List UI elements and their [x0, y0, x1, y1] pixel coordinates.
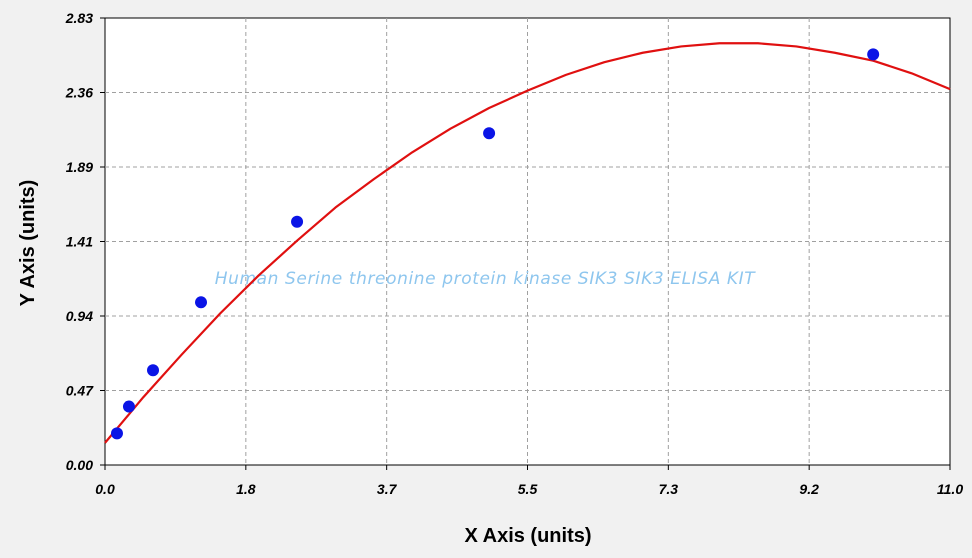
data-points-layer: [110, 48, 880, 440]
x-tick-label: 1.8: [236, 481, 256, 497]
y-tick-label: 1.41: [66, 234, 93, 250]
y-tick-label: 0.47: [66, 383, 94, 399]
fit-curve: [104, 42, 951, 444]
y-axis-title: Y Axis (units): [17, 180, 39, 307]
data-point: [291, 215, 304, 228]
data-point: [483, 127, 496, 140]
data-point: [147, 364, 160, 377]
x-tick-label: 7.3: [659, 481, 679, 497]
x-axis-title: X Axis (units): [464, 525, 591, 547]
watermark-annotation: Human Serine threonine protein kinase SI…: [215, 269, 757, 289]
data-point: [122, 400, 135, 413]
x-tick-label: 11.0: [937, 481, 963, 497]
data-point: [195, 296, 208, 309]
data-point: [110, 427, 123, 440]
axis-ticks: 0.0 1.8 3.7 5.5 7.3 9.2 11.0 0.00 0.47 0.94 1.41 1.…: [65, 10, 964, 497]
y-tick-label: 0.00: [66, 457, 93, 473]
x-tick-label: 5.5: [518, 481, 538, 497]
x-tick-label: 0.0: [95, 481, 115, 497]
grid: [105, 18, 950, 465]
x-tick-label: 3.7: [377, 481, 398, 497]
y-tick-label: 2.36: [65, 85, 93, 101]
y-tick-label: 0.94: [66, 308, 93, 324]
y-tick-label: 2.83: [65, 10, 93, 26]
data-point: [867, 48, 880, 61]
y-tick-label: 1.89: [66, 159, 93, 175]
fit-curve-layer: [104, 42, 951, 444]
x-tick-label: 9.2: [799, 481, 819, 497]
